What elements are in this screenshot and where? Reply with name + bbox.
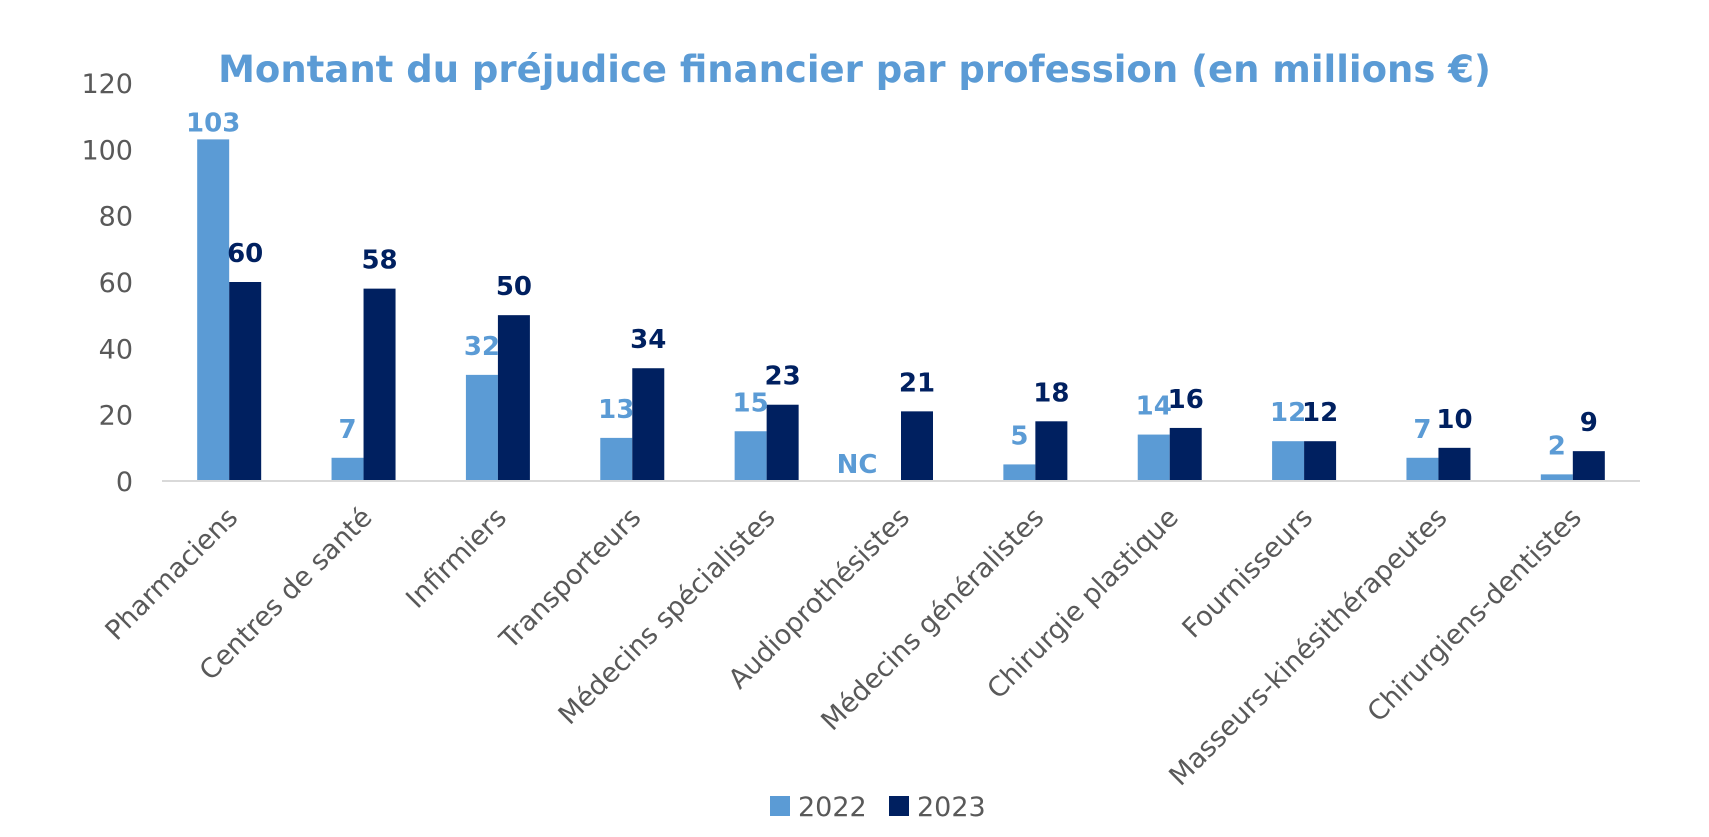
data-label-2023: 18 bbox=[1033, 378, 1069, 408]
y-tick-label: 0 bbox=[116, 467, 133, 498]
bar-2023 bbox=[497, 315, 530, 481]
bar-2023 bbox=[363, 288, 396, 481]
data-label-2023: 10 bbox=[1436, 405, 1472, 435]
bar-2022 bbox=[1406, 457, 1439, 481]
data-label-2022: 2 bbox=[1548, 431, 1566, 461]
data-label-2022: 32 bbox=[464, 332, 500, 362]
bar-2023 bbox=[1169, 427, 1202, 481]
y-tick-label: 40 bbox=[99, 334, 133, 365]
data-label-2022: 13 bbox=[598, 395, 634, 425]
x-tick-label: Médecins spécialistes bbox=[553, 502, 782, 731]
legend-label-2022: 2022 bbox=[798, 792, 867, 823]
data-label-2022: 12 bbox=[1270, 398, 1306, 428]
y-tick-label: 100 bbox=[81, 135, 133, 166]
bar-2023 bbox=[766, 404, 799, 481]
bar-2023 bbox=[229, 282, 262, 481]
data-label-2023: 50 bbox=[496, 272, 532, 302]
data-label-2023: 12 bbox=[1302, 398, 1338, 428]
data-label-2022: 7 bbox=[338, 415, 356, 445]
bar-2023 bbox=[1304, 441, 1337, 481]
data-label-2022: 14 bbox=[1136, 392, 1172, 422]
legend-label-2023: 2023 bbox=[917, 792, 986, 823]
y-tick-label: 60 bbox=[99, 268, 133, 299]
x-tick-label: Transporteurs bbox=[493, 502, 647, 656]
chart-title: Montant du préjudice financier par profe… bbox=[218, 48, 1491, 91]
data-label-2023: 9 bbox=[1580, 408, 1598, 438]
y-tick-label: 120 bbox=[81, 69, 133, 100]
bar-2022 bbox=[1272, 441, 1305, 481]
data-label-2022: NC bbox=[837, 450, 878, 480]
bar-2022 bbox=[734, 431, 767, 481]
bar-2023 bbox=[1438, 447, 1471, 481]
legend-swatch-2023 bbox=[889, 796, 909, 816]
legend-swatch-2022 bbox=[770, 796, 790, 816]
bar-2022 bbox=[600, 437, 633, 481]
x-tick-label: Chirurgiens-dentistes bbox=[1362, 502, 1588, 728]
x-tick-label: Pharmaciens bbox=[99, 502, 244, 647]
bars bbox=[197, 139, 1605, 481]
x-tick-label: Fournisseurs bbox=[1177, 502, 1319, 644]
x-tick-label: Masseurs-kinésithérapeutes bbox=[1163, 502, 1453, 792]
data-label-2022: 15 bbox=[733, 388, 769, 418]
x-tick-label: Infirmiers bbox=[400, 502, 513, 615]
bar-2022 bbox=[331, 457, 364, 481]
data-label-2023: 16 bbox=[1168, 385, 1204, 415]
y-tick-label: 20 bbox=[99, 401, 133, 432]
data-label-2022: 7 bbox=[1413, 415, 1431, 445]
bar-2023 bbox=[1572, 451, 1605, 481]
data-label-2023: 21 bbox=[899, 368, 935, 398]
data-label-2023: 34 bbox=[630, 325, 666, 355]
x-tick-label: Médecins généralistes bbox=[815, 502, 1050, 737]
bar-2023 bbox=[1035, 421, 1068, 481]
data-label-2023: 60 bbox=[227, 239, 263, 269]
bar-2023 bbox=[632, 368, 665, 481]
data-label-2023: 58 bbox=[361, 246, 397, 276]
y-tick-label: 80 bbox=[99, 202, 133, 233]
y-axis: 0 20 40 60 80 100 120 bbox=[81, 69, 133, 498]
bar-2022 bbox=[197, 139, 230, 481]
bar-2023 bbox=[901, 411, 933, 481]
legend: 2022 2023 bbox=[770, 792, 986, 823]
bar-2022 bbox=[1137, 434, 1170, 481]
bar-2022 bbox=[465, 374, 498, 481]
bar-2022 bbox=[1540, 474, 1573, 481]
data-label-2022: 103 bbox=[186, 108, 240, 138]
bar-2022 bbox=[1003, 464, 1036, 481]
data-label-2023: 23 bbox=[765, 362, 801, 392]
data-label-2022: 5 bbox=[1010, 421, 1028, 451]
